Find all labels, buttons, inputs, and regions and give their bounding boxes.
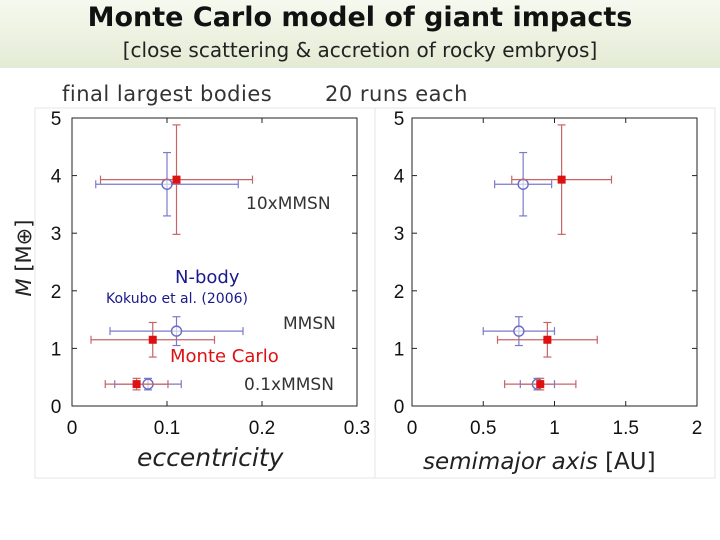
left-figure-background [34,107,376,479]
left-y-tick-label: 2 [51,282,62,303]
left-y-tick-label: 3 [51,224,62,245]
left-nbody-point-0-marker [161,178,173,190]
right-figure-background [374,107,716,479]
right-x-tick-label: 0 [407,418,418,439]
left-plot-frame [71,117,358,407]
right-nbody-point-0-marker [517,178,529,190]
left-y-axis-label: M [M⊕] [12,220,36,297]
left-nbody-point-1-marker [170,325,183,337]
annotation-mmsn: MMSN [283,314,336,334]
right-x-axis-label-name: semimajor axis [423,449,598,475]
left-x-tick-label: 0.3 [344,418,370,439]
right-x-axis-label-unit: [AU] [605,449,656,475]
left-y-axis-label-unit: [M⊕] [12,219,36,272]
right-x-tick-label: 1.5 [613,418,639,439]
right-x-tick-label: 0.5 [470,418,496,439]
right-y-tick-label: 4 [394,167,405,188]
right-x-tick-label: 2 [692,418,703,439]
annotation-nbody: N-body [175,267,240,288]
left-y-tick-label: 5 [51,109,62,130]
slide-subtitle: [close scattering & accretion of rocky e… [122,38,598,62]
slide-title: Monte Carlo model of giant impacts [87,2,633,33]
right-montecarlo-point-0-marker [557,175,566,184]
left-x-axis-label: eccentricity [137,443,284,472]
left-x-tick-label: 0 [67,418,78,439]
left-montecarlo-point-2-marker [132,380,141,389]
left-montecarlo-point-1-marker [148,335,157,344]
right-y-tick-label: 2 [394,282,405,303]
slide-header: Monte Carlo model of giant impacts [clos… [0,0,720,68]
annotation-kokubo-reference: Kokubo et al. (2006) [106,291,248,307]
left-x-tick-label: 0.1 [154,418,180,439]
left-y-tick-label: 1 [51,339,62,360]
annotation-final-largest-bodies: final largest bodies [62,82,273,106]
right-y-tick-label: 0 [394,397,405,418]
left-y-tick-label: 4 [51,167,62,188]
right-nbody-point-1-marker [513,325,525,337]
right-montecarlo-point-1-marker [543,335,552,344]
right-y-tick-label: 1 [394,339,405,360]
right-y-tick-label: 5 [394,109,405,130]
annotation-10xmmsn: 10xMMSN [246,194,331,214]
annotation-monte-carlo: Monte Carlo [170,346,279,367]
left-y-tick-label: 0 [51,397,62,418]
right-x-tick-label: 1 [549,418,560,439]
annotation-01xmmsn: 0.1xMMSN [244,375,334,395]
left-x-tick-label: 0.2 [249,418,275,439]
right-montecarlo-point-2-marker [536,380,545,389]
right-x-axis-label: semimajor axis [AU] [423,449,656,475]
left-y-axis-label-name: M [12,278,36,297]
left-montecarlo-point-0-marker [172,175,181,184]
right-y-tick-label: 3 [394,224,405,245]
annotation-20-runs-each: 20 runs each [325,82,468,106]
